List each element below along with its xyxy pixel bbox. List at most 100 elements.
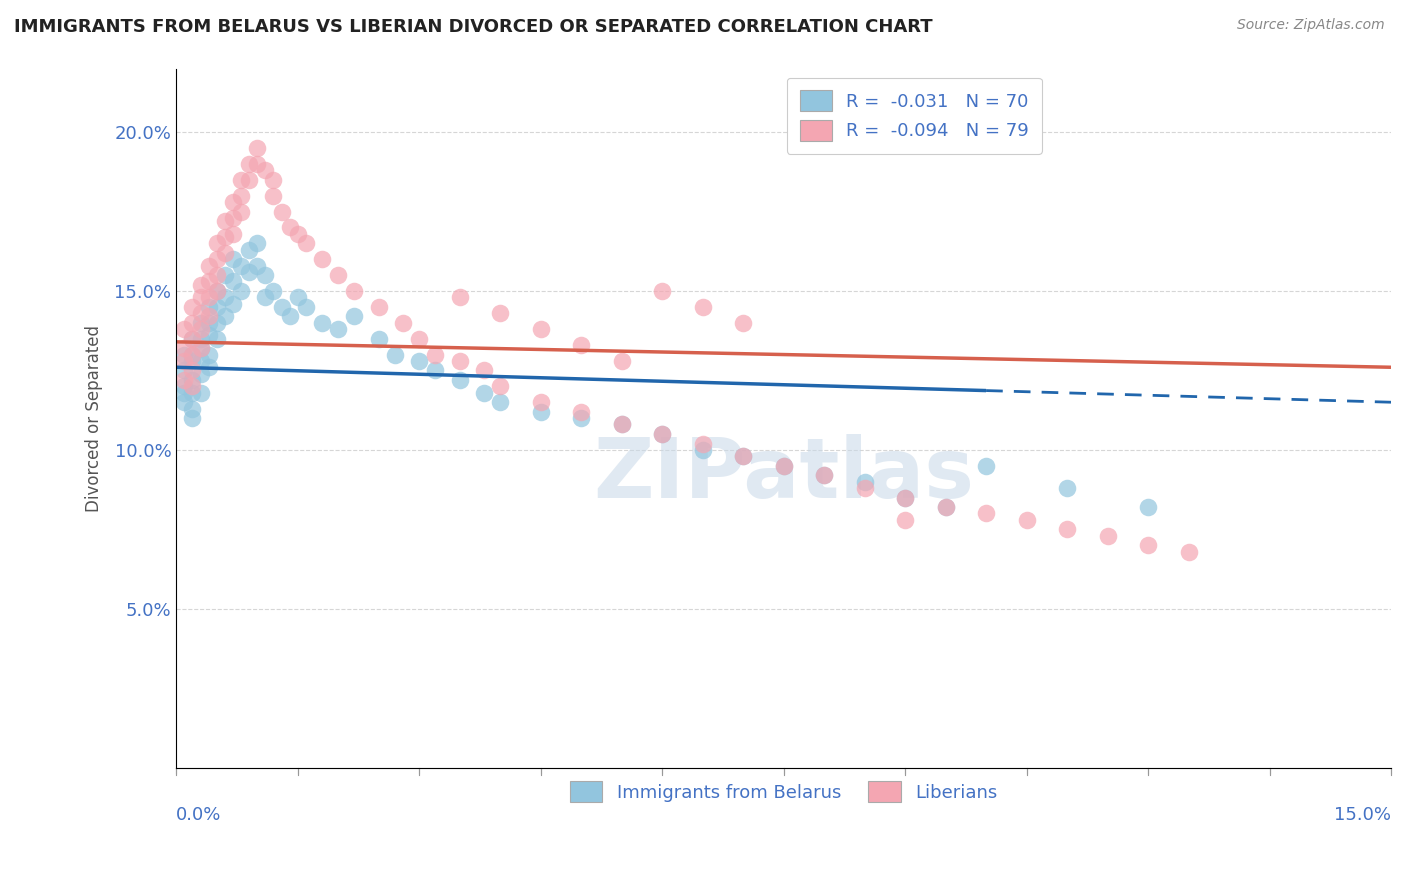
Point — [197, 347, 219, 361]
Point — [449, 373, 471, 387]
Point — [205, 284, 228, 298]
Point — [190, 277, 212, 292]
Point — [222, 194, 245, 209]
Point — [853, 475, 876, 489]
Point — [197, 316, 219, 330]
Point — [190, 306, 212, 320]
Point — [173, 385, 195, 400]
Point — [205, 332, 228, 346]
Point — [651, 284, 673, 298]
Point — [238, 157, 260, 171]
Point — [190, 290, 212, 304]
Point — [197, 360, 219, 375]
Point — [214, 290, 236, 304]
Point — [181, 385, 204, 400]
Point — [246, 259, 269, 273]
Point — [238, 173, 260, 187]
Point — [367, 332, 389, 346]
Point — [173, 354, 195, 368]
Point — [935, 500, 957, 514]
Point — [1056, 522, 1078, 536]
Point — [651, 427, 673, 442]
Point — [530, 395, 553, 409]
Legend: Immigrants from Belarus, Liberians: Immigrants from Belarus, Liberians — [561, 772, 1007, 811]
Point — [197, 328, 219, 343]
Point — [214, 230, 236, 244]
Point — [569, 338, 592, 352]
Point — [205, 316, 228, 330]
Text: 0.0%: 0.0% — [176, 806, 222, 824]
Point — [311, 316, 333, 330]
Point — [222, 296, 245, 310]
Point — [449, 354, 471, 368]
Point — [214, 245, 236, 260]
Point — [205, 268, 228, 282]
Point — [197, 275, 219, 289]
Point — [197, 259, 219, 273]
Text: IMMIGRANTS FROM BELARUS VS LIBERIAN DIVORCED OR SEPARATED CORRELATION CHART: IMMIGRANTS FROM BELARUS VS LIBERIAN DIVO… — [14, 18, 932, 36]
Point — [197, 310, 219, 324]
Point — [489, 379, 512, 393]
Point — [173, 379, 195, 393]
Point — [894, 491, 917, 505]
Point — [328, 322, 350, 336]
Point — [894, 491, 917, 505]
Y-axis label: Divorced or Separated: Divorced or Separated — [86, 325, 103, 512]
Point — [222, 211, 245, 225]
Point — [181, 354, 204, 368]
Point — [772, 458, 794, 473]
Point — [472, 385, 495, 400]
Point — [190, 341, 212, 355]
Point — [190, 341, 212, 355]
Point — [238, 265, 260, 279]
Point — [610, 354, 633, 368]
Point — [262, 284, 284, 298]
Point — [181, 332, 204, 346]
Point — [692, 300, 714, 314]
Point — [489, 395, 512, 409]
Text: 15.0%: 15.0% — [1334, 806, 1391, 824]
Point — [197, 300, 219, 314]
Text: ZIPatlas: ZIPatlas — [593, 434, 974, 515]
Point — [190, 322, 212, 336]
Point — [262, 188, 284, 202]
Point — [1137, 500, 1160, 514]
Point — [181, 379, 204, 393]
Point — [974, 458, 997, 473]
Point — [254, 163, 277, 178]
Point — [205, 236, 228, 251]
Point — [238, 243, 260, 257]
Point — [173, 363, 195, 377]
Point — [651, 427, 673, 442]
Point — [181, 401, 204, 416]
Point — [229, 188, 252, 202]
Point — [222, 252, 245, 267]
Point — [772, 458, 794, 473]
Point — [425, 347, 447, 361]
Point — [197, 290, 219, 304]
Point — [229, 284, 252, 298]
Point — [181, 347, 204, 361]
Point — [1137, 538, 1160, 552]
Point — [181, 300, 204, 314]
Point — [813, 468, 835, 483]
Point — [173, 395, 195, 409]
Point — [408, 354, 430, 368]
Point — [173, 347, 195, 361]
Point — [610, 417, 633, 432]
Point — [569, 405, 592, 419]
Point — [278, 310, 301, 324]
Point — [173, 341, 195, 355]
Point — [205, 284, 228, 298]
Point — [222, 275, 245, 289]
Point — [610, 417, 633, 432]
Point — [343, 284, 366, 298]
Point — [1177, 544, 1199, 558]
Point — [733, 449, 755, 463]
Point — [384, 347, 406, 361]
Point — [270, 300, 292, 314]
Point — [181, 347, 204, 361]
Point — [190, 367, 212, 381]
Point — [205, 300, 228, 314]
Point — [489, 306, 512, 320]
